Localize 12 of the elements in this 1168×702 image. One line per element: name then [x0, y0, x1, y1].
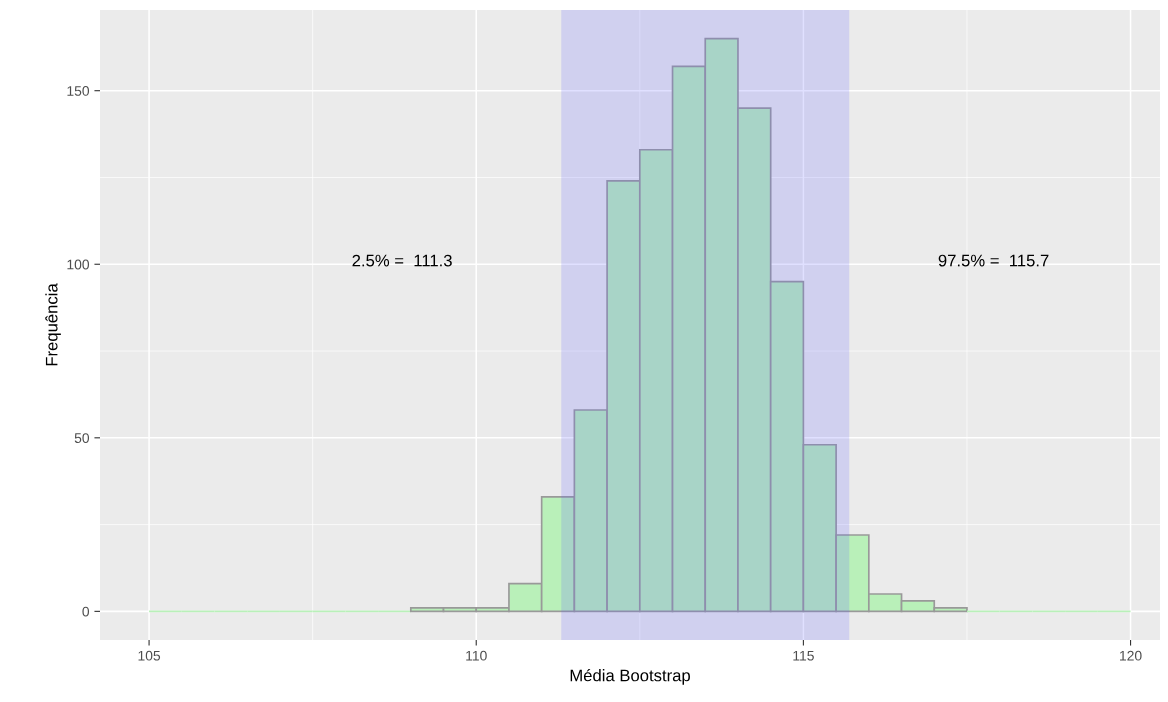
y-tick-label: 50 [74, 433, 90, 443]
x-tick-label: 110 [466, 650, 487, 661]
x-axis-title: Média Bootstrap [570, 668, 690, 685]
y-axis-title: Frequência [45, 283, 61, 366]
y-tick-label: 100 [67, 259, 90, 270]
x-tick-label: 105 [138, 650, 161, 661]
annotation: 2.5% = 111.3 [352, 254, 452, 267]
annotation: 97.5% = 115.7 [938, 254, 1049, 267]
y-tick-label: 150 [67, 86, 90, 96]
y-tick-label: 0 [82, 606, 90, 617]
x-tick-label: 120 [1120, 650, 1142, 661]
x-tick-label: 115 [793, 650, 814, 661]
